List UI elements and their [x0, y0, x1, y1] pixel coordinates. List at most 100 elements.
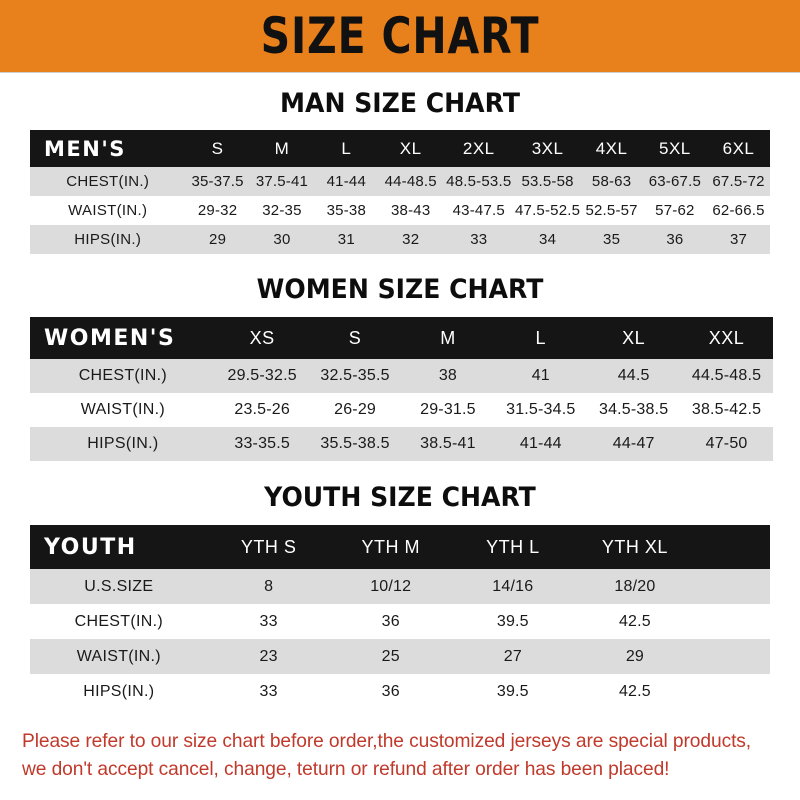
- men-chest-0: 35-37.5: [191, 173, 244, 190]
- men-waist-7: 57-62: [655, 202, 695, 219]
- women-hips-5: 47-50: [705, 435, 748, 452]
- men-size-col-6: 4XL: [595, 138, 628, 158]
- men-row-label-chest: CHEST(IN.): [66, 173, 150, 190]
- youth-size-col-0: YTH S: [240, 536, 297, 557]
- men-waist-8: 62-66.5: [712, 202, 765, 219]
- table-row: HIPS(IN.) 33 36 39.5 42.5: [30, 674, 770, 709]
- footer-line-1: Please refer to our size chart before or…: [22, 730, 752, 752]
- women-row-label-hips: HIPS(IN.): [87, 435, 159, 452]
- youth-waist-4: [696, 639, 770, 674]
- women-chest-0: 29.5-32.5: [227, 367, 297, 384]
- women-size-col-1: S: [348, 327, 362, 348]
- women-hips-1: 35.5-38.5: [320, 435, 390, 452]
- youth-us-size-1: 10/12: [370, 577, 412, 595]
- youth-row-label-hips: HIPS(IN.): [83, 682, 155, 700]
- page-title: SIZE CHART: [260, 7, 540, 65]
- youth-chest-0: 33: [259, 612, 278, 630]
- youth-hips-2: 39.5: [496, 682, 529, 700]
- table-row: WAIST(IN.) 23.5-26 26-29 29-31.5 31.5-34…: [30, 393, 773, 427]
- youth-size-col-1: YTH M: [361, 536, 420, 557]
- footer-disclaimer: Please refer to our size chart before or…: [22, 727, 770, 784]
- youth-hips-4: [696, 674, 770, 709]
- men-size-col-8: 6XL: [722, 138, 755, 158]
- men-hips-3: 32: [402, 231, 420, 248]
- youth-header-label: YOUTH: [44, 534, 137, 560]
- men-chest-7: 63-67.5: [648, 173, 701, 190]
- women-hips-0: 33-35.5: [234, 435, 291, 452]
- footer-line-2: we don't accept cancel, change, teturn o…: [22, 758, 670, 781]
- men-chest-2: 41-44: [326, 173, 367, 190]
- women-waist-5: 38.5-42.5: [691, 401, 762, 418]
- men-chest-8: 67.5-72: [712, 173, 765, 190]
- women-chest-4: 44.5: [617, 367, 650, 384]
- youth-row-label-chest: CHEST(IN.): [74, 612, 163, 630]
- women-waist-2: 29-31.5: [420, 401, 476, 418]
- youth-us-size-3: 18/20: [614, 577, 656, 595]
- women-chest-1: 32.5-35.5: [320, 367, 390, 384]
- table-row: U.S.SIZE 8 10/12 14/16 18/20: [30, 569, 770, 604]
- women-chest-3: 41: [531, 367, 550, 384]
- men-header-row: MEN'S S M L XL 2XL 3XL 4XL 5XL 6XL: [30, 130, 770, 167]
- table-row: HIPS(IN.) 29 30 31 32 33 34 35 36 37: [30, 225, 770, 254]
- youth-hips-1: 36: [381, 682, 400, 700]
- men-waist-2: 35-38: [326, 202, 367, 219]
- youth-row-label-us-size: U.S.SIZE: [84, 577, 154, 595]
- youth-size-table: YOUTH YTH S YTH M YTH L YTH XL U.S.SIZE …: [30, 525, 770, 709]
- women-header-row: WOMEN'S XS S M L XL XXL: [30, 317, 773, 359]
- men-chest-5: 53.5-58: [521, 173, 574, 190]
- table-row: CHEST(IN.) 35-37.5 37.5-41 41-44 44-48.5…: [30, 167, 770, 196]
- men-waist-0: 29-32: [197, 202, 238, 219]
- men-size-col-1: M: [274, 138, 290, 158]
- men-hips-8: 37: [729, 231, 748, 248]
- table-row: WAIST(IN.) 29-32 32-35 35-38 38-43 43-47…: [30, 196, 770, 225]
- youth-chest-3: 42.5: [618, 612, 651, 630]
- women-waist-0: 23.5-26: [234, 401, 291, 418]
- women-size-col-0: XS: [249, 327, 275, 348]
- men-waist-5: 47.5-52.5: [514, 202, 581, 219]
- youth-waist-1: 25: [381, 647, 400, 665]
- men-hips-7: 36: [666, 231, 684, 248]
- men-size-col-0: S: [211, 138, 224, 158]
- section-title-man: MAN SIZE CHART: [280, 88, 520, 119]
- page-banner: SIZE CHART: [0, 0, 800, 72]
- men-row-label-hips: HIPS(IN.): [74, 231, 142, 248]
- table-row: WAIST(IN.) 23 25 27 29: [30, 639, 770, 674]
- men-row-label-waist: WAIST(IN.): [68, 202, 148, 219]
- women-size-col-4: XL: [622, 327, 646, 348]
- men-size-table-wrap: MEN'S S M L XL 2XL 3XL 4XL 5XL 6XL CHEST…: [30, 130, 770, 254]
- table-row: CHEST(IN.) 29.5-32.5 32.5-35.5 38 41 44.…: [30, 359, 773, 393]
- men-waist-4: 43-47.5: [452, 202, 505, 219]
- women-chest-5: 44.5-48.5: [691, 367, 762, 384]
- men-size-col-3: XL: [399, 138, 422, 158]
- youth-hips-3: 42.5: [618, 682, 651, 700]
- women-size-col-5: XXL: [708, 327, 745, 348]
- youth-us-size-2: 14/16: [492, 577, 534, 595]
- men-waist-3: 38-43: [391, 202, 431, 219]
- youth-chest-4: [696, 604, 770, 639]
- section-title-women: WOMEN SIZE CHART: [256, 274, 544, 305]
- section-title-youth: YOUTH SIZE CHART: [264, 482, 536, 513]
- women-waist-4: 34.5-38.5: [598, 401, 669, 418]
- men-chest-3: 44-48.5: [384, 173, 437, 190]
- men-size-col-2: L: [341, 138, 352, 158]
- women-size-table-wrap: WOMEN'S XS S M L XL XXL CHEST(IN.) 29.5-…: [30, 317, 773, 461]
- youth-size-table-wrap: YOUTH YTH S YTH M YTH L YTH XL U.S.SIZE …: [30, 525, 770, 709]
- women-hips-4: 44-47: [612, 435, 655, 452]
- women-row-label-waist: WAIST(IN.): [80, 401, 165, 418]
- women-hips-3: 41-44: [519, 435, 562, 452]
- women-size-table: WOMEN'S XS S M L XL XXL CHEST(IN.) 29.5-…: [30, 317, 773, 461]
- women-waist-1: 26-29: [334, 401, 377, 418]
- men-hips-4: 33: [470, 231, 488, 248]
- youth-header-row: YOUTH YTH S YTH M YTH L YTH XL: [30, 525, 770, 569]
- men-size-col-4: 2XL: [462, 138, 495, 158]
- women-size-col-3: L: [535, 327, 547, 348]
- youth-chest-1: 36: [381, 612, 400, 630]
- men-size-table: MEN'S S M L XL 2XL 3XL 4XL 5XL 6XL CHEST…: [30, 130, 770, 254]
- men-size-col-7: 5XL: [658, 138, 691, 158]
- men-chest-1: 37.5-41: [255, 173, 309, 190]
- women-size-col-2: M: [440, 327, 456, 348]
- youth-size-col-3: YTH XL: [601, 536, 668, 557]
- youth-hips-0: 33: [259, 682, 278, 700]
- youth-waist-2: 27: [503, 647, 522, 665]
